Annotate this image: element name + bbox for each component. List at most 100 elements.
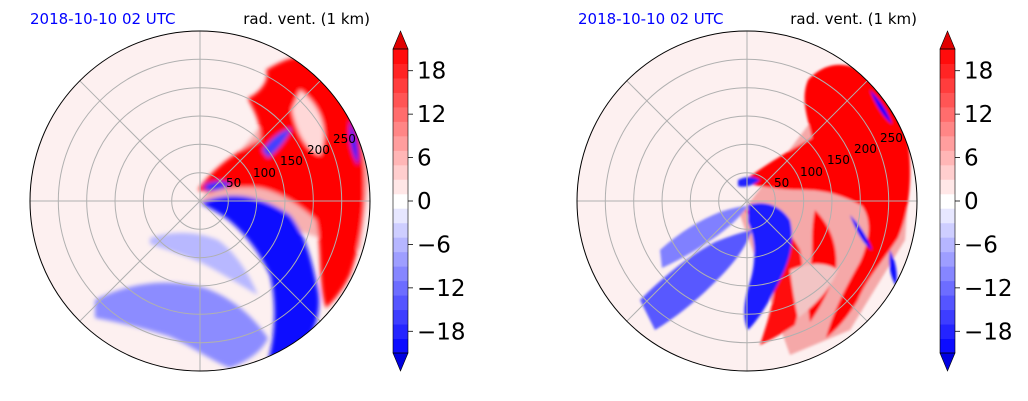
polar-grid-right: [577, 31, 917, 371]
colorbar-band: [940, 77, 955, 93]
colorbar-band: [940, 222, 955, 238]
colorbar-band: [393, 237, 408, 253]
colorbar-band: [393, 135, 408, 151]
radial-labels-right: 50 100 150 200 250: [774, 131, 903, 190]
colorbar-band: [940, 164, 955, 180]
polar-frame-right: [576, 30, 918, 372]
grid-spoke-right-135: [626, 80, 868, 322]
colorbar-band: [940, 251, 955, 267]
colorbar-band: [393, 222, 408, 238]
colorbar-left-extend-top: [392, 30, 409, 50]
radial-tick-right-1: 50: [774, 176, 789, 190]
colorbar-tick-label: 6: [417, 146, 432, 172]
colorbar-band: [940, 193, 955, 209]
radial-labels-left: 50 100 150 200 250: [226, 132, 356, 190]
colorbar-band: [393, 295, 408, 311]
colorbar-band: [393, 77, 408, 93]
colorbar-band: [393, 92, 408, 108]
colorbar-tick-label: 0: [964, 189, 979, 215]
colorbar-band: [940, 280, 955, 296]
field-left-red-main: [198, 57, 365, 309]
colorbar-tick-label: −18: [964, 319, 1013, 345]
field-left-inner-blue: [205, 181, 232, 191]
colorbar-band: [940, 179, 955, 195]
colorbar-right-extend-bottom: [939, 352, 956, 372]
colorbar-left-ticks: −18 −12 −6 0 6 12 18: [408, 59, 466, 345]
field-left-blue-band: [200, 195, 320, 362]
field-right-white-arm: [790, 264, 838, 318]
colorbar-band: [393, 63, 408, 79]
colorbar-band: [940, 49, 955, 64]
colorbar-tick-label: 18: [964, 59, 993, 85]
colorbar-left-bands: [393, 49, 408, 354]
title-left-date: 2018-10-10 02 UTC: [30, 10, 176, 28]
title-left-variable: rad. vent. (1 km): [243, 10, 370, 28]
field-right-red-arm1: [742, 64, 911, 338]
field-left-white-patch: [292, 90, 324, 155]
colorbar-band: [940, 324, 955, 340]
colorbar-band: [393, 164, 408, 180]
radial-tick-left-1: 50: [226, 176, 241, 190]
radial-tick-left-3: 150: [280, 154, 303, 168]
colorbar-tick-label: 12: [964, 102, 993, 128]
colorbar-band: [393, 324, 408, 340]
field-right-blue-streak2: [870, 90, 892, 124]
colorbar-band: [940, 63, 955, 79]
radial-tick-left-4: 200: [307, 143, 330, 157]
colorbar-tick-label: −18: [417, 319, 466, 345]
colorbar-right-bands: [940, 49, 955, 354]
field-right: [640, 64, 911, 355]
grid-spoke-left-135: [79, 80, 321, 322]
colorbar-band: [940, 309, 955, 325]
colorbar-band: [393, 280, 408, 296]
colorbar-right-extend-top: [939, 30, 956, 50]
colorbar-left-extend-bottom: [392, 352, 409, 372]
colorbar-band: [940, 266, 955, 282]
field-left-blue-streak: [262, 128, 292, 158]
colorbar-band: [393, 251, 408, 267]
field-left-blue-edge: [349, 120, 359, 165]
radial-tick-right-5: 250: [880, 131, 903, 145]
polar-frame-left: [29, 30, 371, 372]
colorbar-band: [940, 208, 955, 224]
field-right-blue-streak3: [738, 177, 760, 187]
colorbar-band: [940, 92, 955, 108]
colorbar-band: [940, 121, 955, 137]
radial-tick-right-2: 100: [800, 165, 823, 179]
colorbar-band: [940, 135, 955, 151]
colorbar-tick-label: 6: [964, 146, 979, 172]
title-right-date: 2018-10-10 02 UTC: [578, 10, 724, 28]
colorbar-band: [940, 150, 955, 166]
colorbar-right: −18 −12 −6 0 6 12 18: [939, 30, 1013, 372]
colorbar-band: [393, 150, 408, 166]
field-left-lightblue-arm: [95, 282, 268, 368]
colorbar-tick-label: 0: [417, 189, 432, 215]
colorbar-tick-label: −12: [417, 276, 466, 302]
colorbar-band: [393, 106, 408, 122]
radial-tick-right-4: 200: [854, 142, 877, 156]
colorbar-band: [393, 309, 408, 325]
colorbar-right-ticks: −18 −12 −6 0 6 12 18: [955, 59, 1013, 345]
field-right-blue-streak4: [889, 250, 897, 286]
field-left-lightblue-arm2: [150, 232, 258, 295]
colorbar-left: −18 −12 −6 0 6 12 18: [392, 30, 466, 372]
colorbar-band: [393, 208, 408, 224]
colorbar-band: [393, 266, 408, 282]
radial-tick-right-3: 150: [827, 153, 850, 167]
colorbar-band: [393, 49, 408, 64]
colorbar-band: [393, 193, 408, 209]
field-right-blue-arm1: [744, 203, 792, 330]
colorbar-band: [393, 121, 408, 137]
colorbar-band: [393, 179, 408, 195]
colorbar-band: [940, 237, 955, 253]
colorbar-tick-label: 18: [417, 59, 446, 85]
colorbar-band: [940, 295, 955, 311]
panel-left: 50 100 150 200 250 2018-10-10 02 UTC rad…: [29, 10, 466, 372]
field-right-blue-arm2: [640, 230, 752, 330]
colorbar-tick-label: 12: [417, 102, 446, 128]
colorbar-tick-label: −6: [417, 232, 451, 258]
panel-right: 50 100 150 200 250 2018-10-10 02 UTC rad…: [576, 10, 1013, 372]
colorbar-band: [940, 106, 955, 122]
